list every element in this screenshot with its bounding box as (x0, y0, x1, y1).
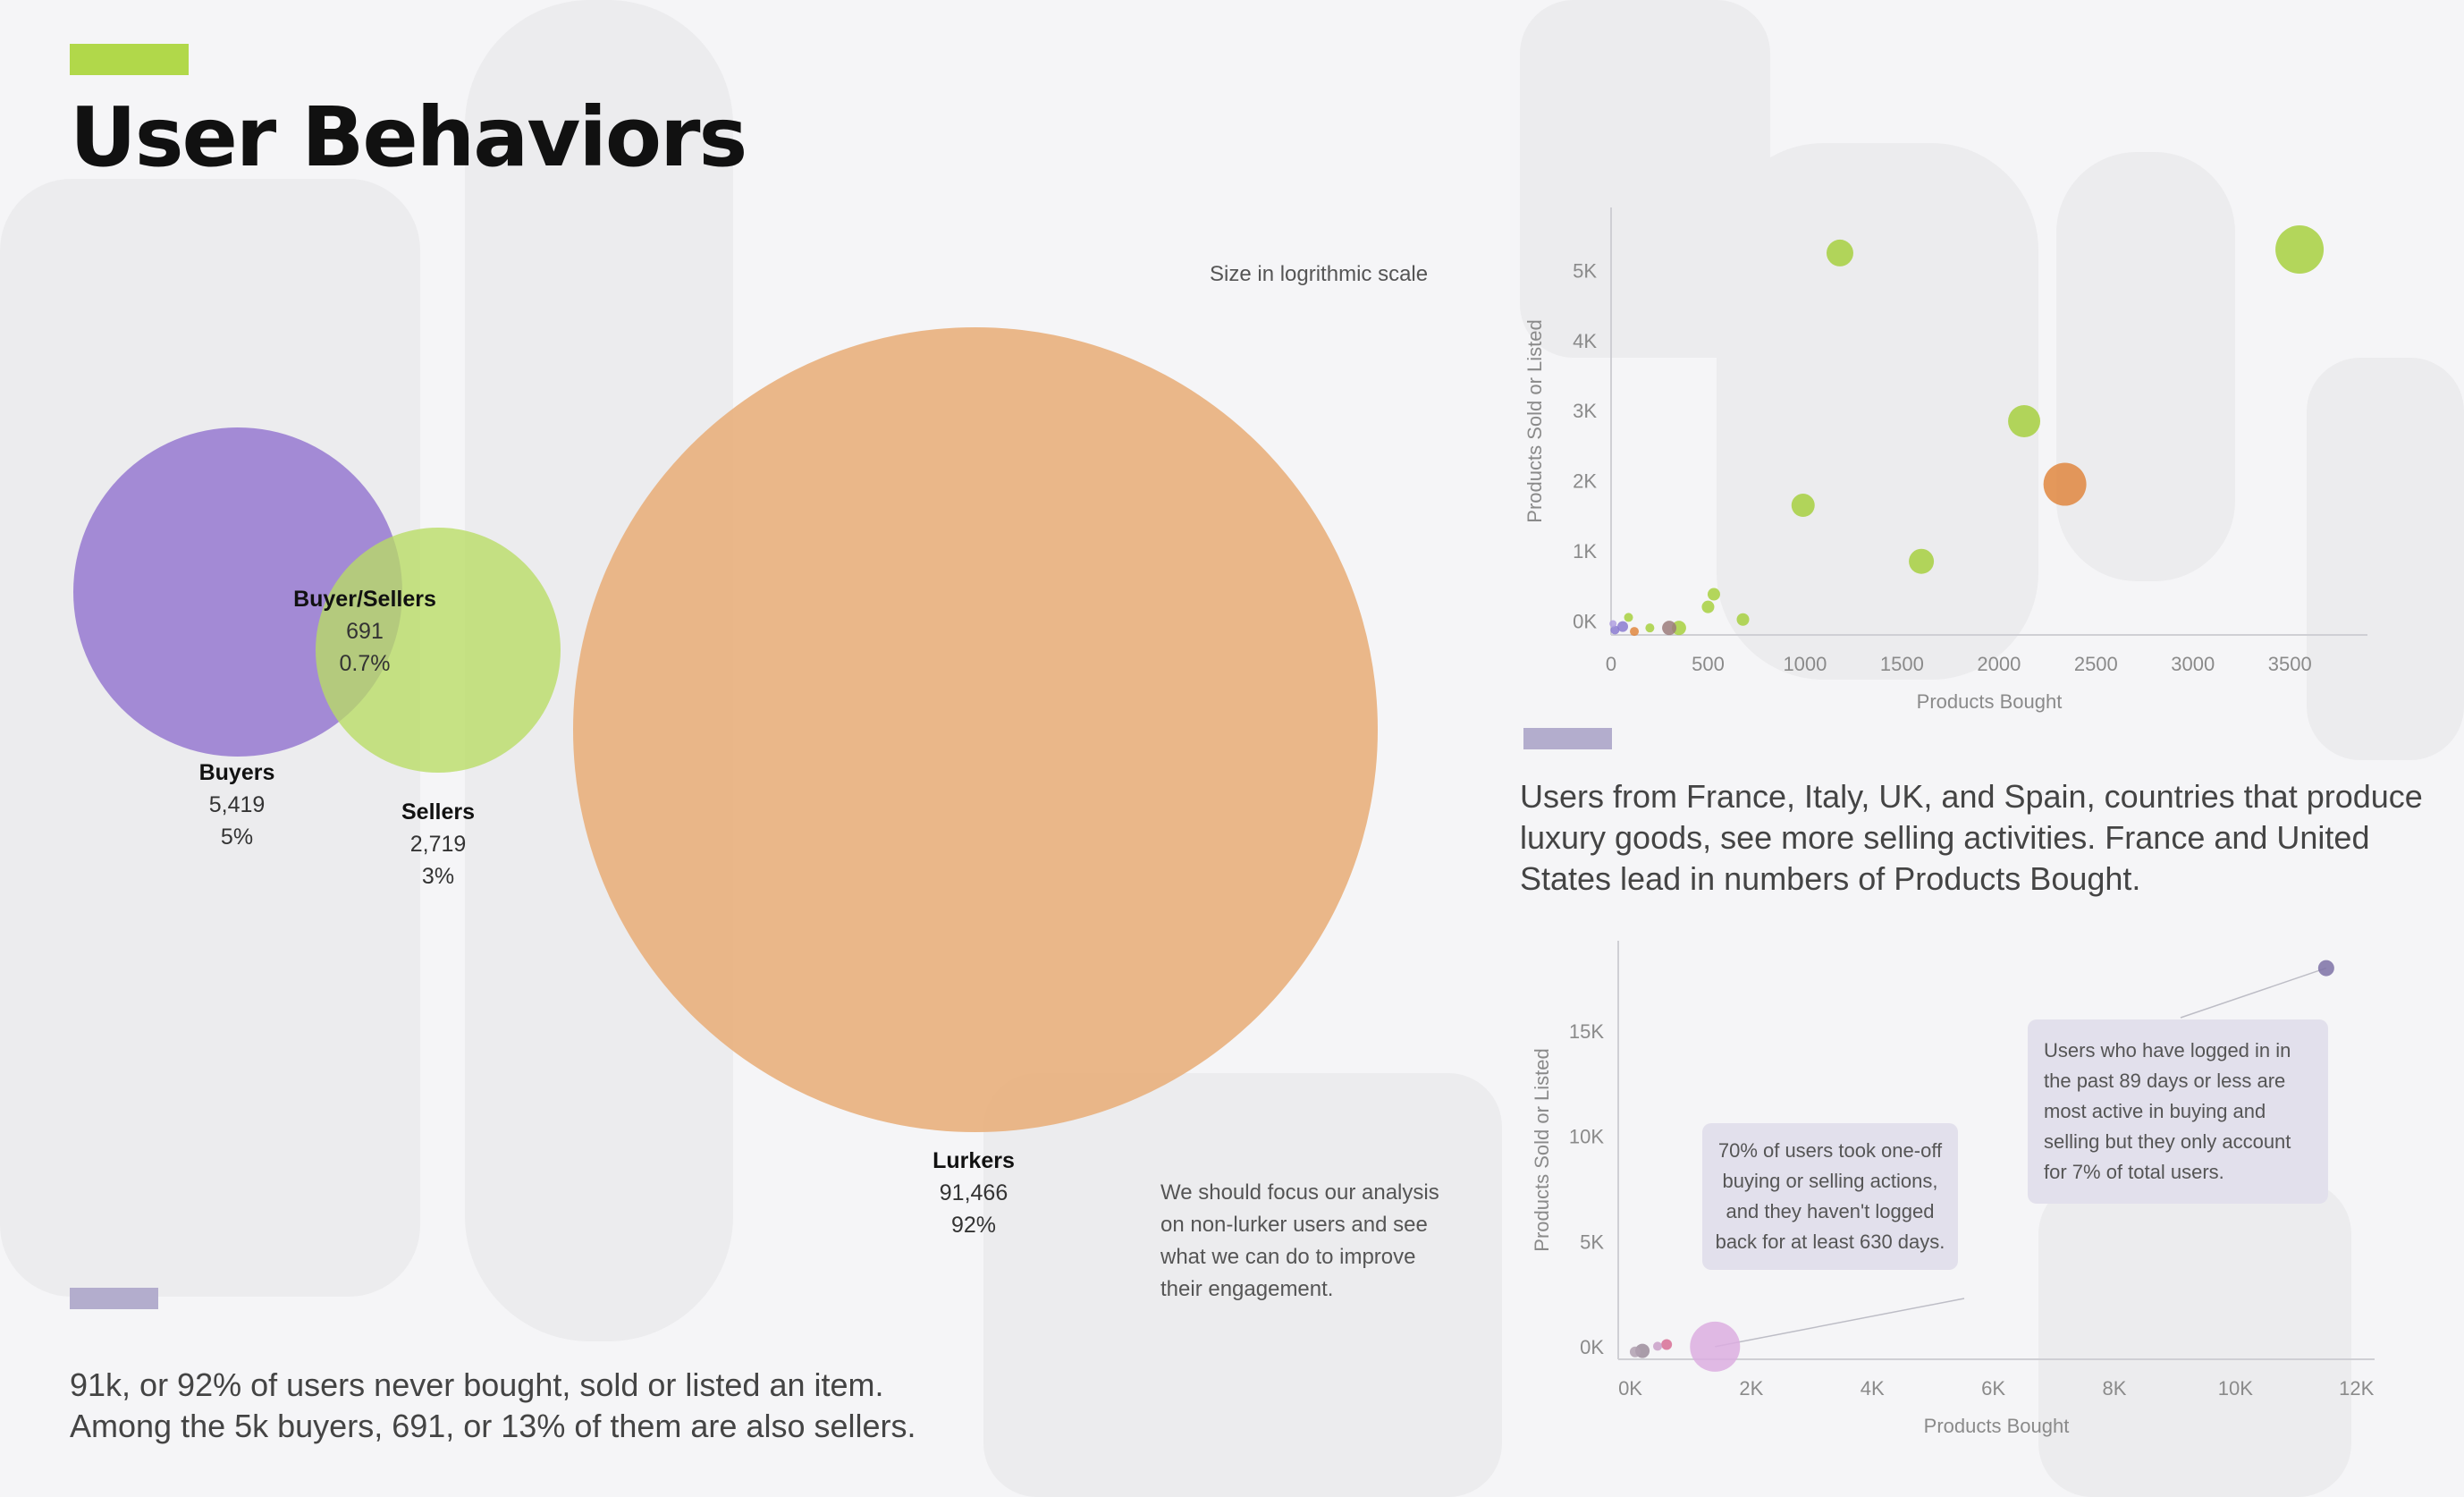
middle-caption-line: States lead in numbers of Products Bough… (1520, 858, 2423, 900)
x-tick-label: 3500 (2268, 653, 2312, 675)
buyers-value: 5,419 (148, 789, 326, 821)
x-tick-label: 12K (2339, 1377, 2374, 1400)
x-tick-label: 2000 (1977, 653, 2021, 675)
buyer-sellers-value: 691 (275, 615, 454, 647)
scatter-point (1609, 620, 1616, 627)
scatter-point (1630, 1347, 1641, 1357)
y-axis-label: Products Sold or Listed (1531, 1048, 1553, 1251)
scatter-point (2044, 463, 2087, 506)
buyers-name: Buyers (148, 757, 326, 789)
y-tick-label: 0K (1580, 1336, 1604, 1358)
x-tick-label: 1500 (1880, 653, 1924, 675)
lurkers-label: Lurkers 91,466 92% (884, 1145, 1063, 1241)
x-tick-label: 6K (1981, 1377, 2005, 1400)
bottom-accent-bar (70, 1288, 158, 1309)
x-axis-label: Products Bought (1924, 1415, 2070, 1437)
annotation-leader-line (2181, 968, 2326, 1018)
scatter-point (1708, 588, 1720, 601)
buyer-sellers-percent: 0.7% (275, 647, 454, 680)
y-tick-label: 15K (1569, 1020, 1604, 1043)
x-tick-label: 1000 (1783, 653, 1827, 675)
middle-caption: Users from France, Italy, UK, and Spain,… (1520, 776, 2423, 900)
focus-note-line: We should focus our analysis (1160, 1177, 1439, 1209)
scatter-point (1630, 627, 1639, 636)
size-scale-note: Size in logrithmic scale (1210, 262, 1428, 287)
scatter-point (1690, 1322, 1740, 1372)
focus-note-line: what we can do to improve (1160, 1241, 1439, 1273)
x-tick-label: 8K (2103, 1377, 2127, 1400)
buyers-label: Buyers 5,419 5% (148, 757, 326, 853)
y-tick-label: 0K (1573, 610, 1597, 632)
x-tick-label: 3000 (2171, 653, 2215, 675)
lurkers-circle (573, 327, 1378, 1132)
y-tick-label: 2K (1573, 470, 1597, 493)
x-tick-label: 2K (1739, 1377, 1763, 1400)
middle-caption-line: luxury goods, see more selling activitie… (1520, 817, 2423, 858)
scatter-point (2318, 960, 2334, 977)
buyer-sellers-name: Buyer/Sellers (275, 583, 454, 615)
sellers-percent: 3% (349, 860, 527, 892)
y-tick-label: 3K (1573, 400, 1597, 422)
scatter-point (1827, 240, 1853, 266)
bottom-caption-line: Among the 5k buyers, 691, or 13% of them… (70, 1406, 916, 1447)
focus-note: We should focus our analysis on non-lurk… (1160, 1177, 1439, 1306)
country-scatter-chart: 0K 1K 2K 3K 4K 5K 0 500 1000 1500 2000 2500 3000 3500… (1511, 197, 2405, 733)
scatter-point (1661, 1340, 1672, 1350)
y-tick-label: 5K (1573, 260, 1597, 283)
scatter-point (1624, 613, 1633, 622)
lurkers-percent: 92% (884, 1209, 1063, 1241)
x-tick-label: 0K (1618, 1377, 1642, 1400)
scatter-point (2275, 225, 2324, 274)
y-tick-label: 10K (1569, 1126, 1604, 1148)
sellers-name: Sellers (349, 796, 527, 828)
scatter-point (1792, 494, 1815, 517)
y-axis-label: Products Sold or Listed (1523, 319, 1546, 522)
x-axis-label: Products Bought (1917, 690, 2063, 713)
scatter-point (1645, 623, 1654, 632)
sellers-value: 2,719 (349, 828, 527, 860)
focus-note-line: their engagement. (1160, 1273, 1439, 1306)
scatter-point (1737, 613, 1750, 626)
y-tick-label: 1K (1573, 540, 1597, 562)
middle-caption-line: Users from France, Italy, UK, and Spain,… (1520, 776, 2423, 817)
buyer-sellers-label: Buyer/Sellers 691 0.7% (275, 583, 454, 680)
scatter-point (1909, 549, 1934, 574)
scatter-point (1662, 621, 1676, 635)
sellers-label: Sellers 2,719 3% (349, 796, 527, 892)
buyers-percent: 5% (148, 821, 326, 853)
annotation-leader-line (1715, 1298, 1964, 1347)
y-tick-label: 4K (1573, 330, 1597, 352)
y-tick-label: 5K (1580, 1231, 1604, 1253)
scatter-point (1653, 1341, 1662, 1350)
one-off-users-annotation: 70% of users took one-off buying or sell… (1702, 1123, 1958, 1270)
bottom-caption: 91k, or 92% of users never bought, sold … (70, 1365, 916, 1447)
active-users-annotation: Users who have logged in in the past 89 … (2028, 1019, 2328, 1204)
scatter-point (1701, 601, 1714, 613)
scatter-point (2008, 405, 2040, 437)
user-segments-diagram (0, 0, 1430, 1252)
lurkers-name: Lurkers (884, 1145, 1063, 1177)
bottom-caption-line: 91k, or 92% of users never bought, sold … (70, 1365, 916, 1406)
lurkers-value: 91,466 (884, 1177, 1063, 1209)
x-tick-label: 0 (1606, 653, 1616, 675)
x-tick-label: 4K (1861, 1377, 1885, 1400)
x-tick-label: 500 (1692, 653, 1725, 675)
x-tick-label: 2500 (2074, 653, 2118, 675)
focus-note-line: on non-lurker users and see (1160, 1209, 1439, 1241)
x-tick-label: 10K (2218, 1377, 2253, 1400)
